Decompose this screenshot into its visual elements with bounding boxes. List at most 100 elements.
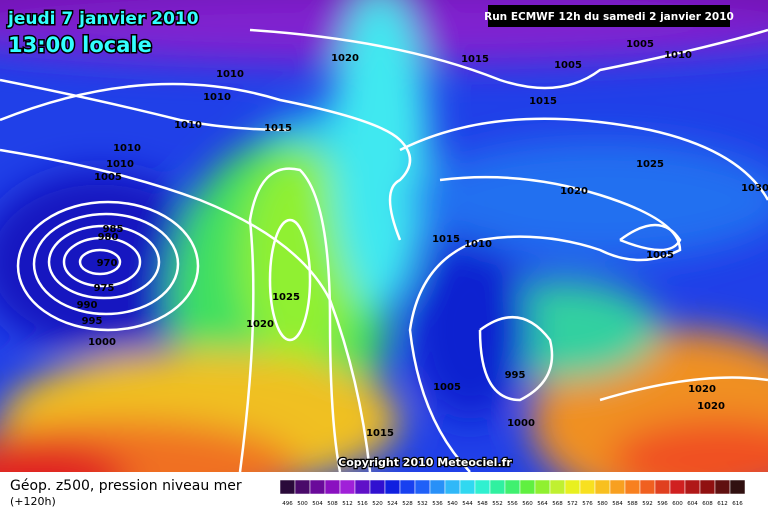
scale-label: 580 (597, 501, 608, 507)
scale-label: 576 (582, 501, 593, 507)
scale-swatch (729, 479, 746, 495)
isobar-label: 995 (82, 316, 103, 327)
scale-swatch (714, 479, 731, 495)
scale-swatch (459, 479, 476, 495)
scale-label: 592 (642, 501, 653, 507)
isobar-label: 1015 (264, 123, 292, 134)
scale-swatch (399, 479, 416, 495)
isobar-label: 1010 (113, 143, 141, 154)
scale-swatch (639, 479, 656, 495)
scale-label: 548 (477, 501, 488, 507)
scale-label: 532 (417, 501, 428, 507)
scale-swatch (669, 479, 686, 495)
scale-swatch (684, 479, 701, 495)
run-info: Run ECMWF 12h du samedi 2 janvier 2010 (484, 11, 734, 23)
isobar-label: 1005 (554, 60, 582, 71)
isobar-label: 1010 (216, 69, 244, 80)
isobar-label: 1015 (366, 428, 394, 439)
scale-label: 600 (672, 501, 683, 507)
isobar-label: 1010 (664, 50, 692, 61)
scale-label: 612 (717, 501, 728, 507)
scale-swatch (549, 479, 566, 495)
color-scale: 496 500 504 508 512 516 520 524 528 532 536 540 544 5… (279, 479, 746, 507)
isobar-label: 1020 (688, 384, 716, 395)
scale-label: 500 (297, 501, 308, 507)
isobar-label: 985 (103, 224, 124, 235)
legend-title: Géop. z500, pression niveau mer (10, 478, 242, 494)
scale-label: 536 (432, 501, 443, 507)
scale-swatch (414, 479, 431, 495)
isobar-label: 1005 (646, 250, 674, 261)
isobars (0, 28, 768, 472)
scale-label: 568 (552, 501, 563, 507)
scale-label: 512 (342, 501, 353, 507)
isobar-label: 995 (505, 370, 526, 381)
scale-label: 544 (462, 501, 473, 507)
scale-swatch (279, 479, 296, 495)
isobar-label: 1005 (433, 382, 461, 393)
scale-label: 524 (387, 501, 398, 507)
isobar-label: 1005 (94, 172, 122, 183)
isobar-label: 1015 (432, 234, 460, 245)
isobar-label: 1020 (560, 186, 588, 197)
scale-label: 520 (372, 501, 383, 507)
scale-label: 552 (492, 501, 503, 507)
isobar-label: 1020 (697, 401, 725, 412)
forecast-lead: (+120h) (10, 495, 56, 508)
scale-swatch (429, 479, 446, 495)
isobar-label: 1005 (626, 39, 654, 50)
scale-label: 560 (522, 501, 533, 507)
scale-label: 616 (732, 501, 743, 507)
isobar-label: 1015 (461, 54, 489, 65)
scale-swatch (624, 479, 641, 495)
scale-swatch (444, 479, 461, 495)
scale-swatch (594, 479, 611, 495)
scale-swatch (654, 479, 671, 495)
scale-label: 588 (627, 501, 638, 507)
scale-label: 596 (657, 501, 668, 507)
scale-swatch (699, 479, 716, 495)
isobar-label: 980 (98, 232, 119, 243)
scale-label: 564 (537, 501, 548, 507)
scale-swatch (579, 479, 596, 495)
scale-label: 504 (312, 501, 323, 507)
scale-swatch (504, 479, 521, 495)
scale-swatch (474, 479, 491, 495)
scale-label: 608 (702, 501, 713, 507)
isobar-label: 1010 (203, 92, 231, 103)
scale-swatch (489, 479, 506, 495)
scale-swatch (324, 479, 341, 495)
scale-swatch (294, 479, 311, 495)
scale-label: 540 (447, 501, 458, 507)
scale-label: 528 (402, 501, 413, 507)
isobar-label: 975 (94, 283, 115, 294)
isobar-label: 1030 (741, 183, 768, 194)
scale-swatch (384, 479, 401, 495)
isobar-label: 1020 (331, 53, 359, 64)
scale-label: 508 (327, 501, 338, 507)
isobar-labels: 1020 1015 1005 1010 1005 1015 1010 1010 1010 1015… (77, 39, 768, 439)
run-box (488, 5, 730, 27)
scale-label: 556 (507, 501, 518, 507)
isobar-label: 990 (77, 300, 98, 311)
map-time: 13:00 locale (8, 33, 152, 57)
isobar-label: 970 (97, 258, 118, 269)
isobar-label: 1000 (507, 418, 535, 429)
isobar-label: 1010 (106, 159, 134, 170)
scale-label: 572 (567, 501, 578, 507)
map-date: jeudi 7 janvier 2010 (7, 9, 199, 29)
scale-swatch (609, 479, 626, 495)
isobar-label: 1015 (529, 96, 557, 107)
scale-swatch (369, 479, 386, 495)
scale-swatch (564, 479, 581, 495)
scale-swatch (339, 479, 356, 495)
scale-swatch (519, 479, 536, 495)
isobar-label: 1025 (636, 159, 664, 170)
isobar-label: 1020 (246, 319, 274, 330)
isobar-label: 1010 (464, 239, 492, 250)
scale-label: 516 (357, 501, 368, 507)
isobar-label: 1000 (88, 337, 116, 348)
scale-swatch (309, 479, 326, 495)
